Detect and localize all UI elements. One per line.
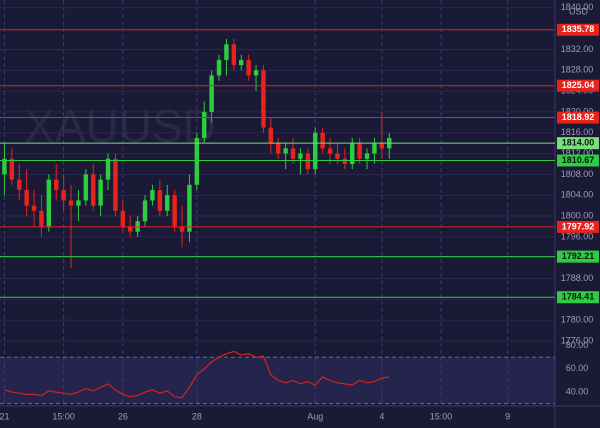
rsi-tick-label: 60.00 (566, 363, 589, 373)
y-tick-label: 1820.00 (561, 106, 594, 116)
level-label-box (557, 23, 599, 36)
candle-body (17, 179, 22, 191)
x-tick-label: 28 (192, 411, 202, 421)
candle-body (61, 190, 66, 201)
candle-body (261, 70, 266, 128)
candle-body (9, 158, 15, 180)
level-label-box (557, 154, 599, 167)
candle-body (187, 184, 192, 232)
candle-body (372, 143, 377, 154)
rsi-tick-label: 40.00 (566, 386, 589, 396)
level-label: 1818.92 (562, 112, 595, 122)
level-label: 1835.78 (562, 24, 595, 34)
level-label-box (557, 79, 599, 92)
candle-body (224, 44, 229, 60)
x-tick-label: 9 (505, 411, 510, 421)
candle-body (31, 205, 37, 211)
level-label: 1797.92 (562, 221, 595, 231)
candle-body (209, 75, 214, 112)
candle-body (253, 70, 259, 76)
y-tick-label: 1832.00 (561, 44, 594, 54)
level-label: 1784.41 (562, 292, 595, 302)
x-tick-label: 21 (0, 411, 9, 421)
candle-body (24, 190, 29, 206)
candle-body (268, 127, 274, 144)
currency-label: USD (569, 6, 589, 16)
candle-body (105, 158, 111, 180)
rsi-line (4, 350, 390, 399)
level-label-box (557, 220, 599, 233)
watermark: XAUUSD (24, 100, 216, 152)
candle-body (276, 143, 281, 154)
candle-body (113, 158, 118, 211)
candle-body (327, 148, 333, 154)
candle-body (98, 179, 103, 206)
y-tick-label: 1840.00 (561, 2, 594, 12)
candle-body (2, 158, 7, 175)
x-tick-label: 26 (118, 411, 128, 421)
level-label: 1810.67 (562, 155, 595, 165)
level-label-box (557, 111, 599, 124)
candle-body (298, 153, 303, 159)
level-label-box (557, 291, 599, 304)
x-tick-label: Aug (307, 411, 323, 421)
y-tick-label: 1804.00 (561, 190, 594, 200)
candle-body (157, 190, 163, 211)
candle-body (290, 148, 296, 159)
candle-body (364, 153, 370, 159)
candle-body (357, 143, 362, 159)
candle-body (142, 200, 148, 222)
candle-body (179, 226, 185, 232)
y-tick-label: 1780.00 (561, 315, 594, 325)
candle-body (283, 148, 288, 154)
rsi-tick-label: 80.00 (566, 340, 589, 350)
candle-body (83, 174, 89, 201)
level-label: 1814.00 (562, 138, 595, 148)
x-tick-label: 15:00 (430, 411, 453, 421)
candle-body (246, 59, 251, 76)
y-tick-label: 1812.00 (561, 148, 594, 158)
y-tick-label: 1776.00 (561, 335, 594, 345)
candle-body (216, 59, 222, 76)
candle-body (231, 44, 237, 66)
candle-body (54, 179, 59, 191)
level-label: 1792.21 (562, 251, 595, 261)
level-label-box (557, 137, 599, 150)
candle-body (91, 174, 96, 206)
candle-body (239, 59, 244, 66)
candle-body (172, 195, 177, 227)
x-tick-label: 15:00 (52, 411, 75, 421)
candle-body (379, 143, 385, 149)
candle-body (46, 179, 52, 227)
candle-body (335, 153, 340, 159)
candle-body (68, 200, 74, 206)
candle-body (320, 132, 325, 149)
candle-body (128, 226, 133, 232)
y-tick-label: 1788.00 (561, 273, 594, 283)
candle-body (39, 210, 44, 227)
candle-body (305, 153, 311, 170)
candle-body (313, 132, 318, 170)
y-tick-label: 1828.00 (561, 65, 594, 75)
x-tick-label: 4 (379, 411, 384, 421)
y-tick-label: 1800.00 (561, 210, 594, 220)
level-label-box (557, 250, 599, 263)
candle-body (194, 137, 200, 185)
y-tick-label: 1808.00 (561, 169, 594, 179)
y-tick-label: 1816.00 (561, 127, 594, 137)
y-tick-label: 1796.00 (561, 231, 594, 241)
candle-body (342, 158, 348, 164)
candle-body (350, 143, 355, 164)
candle-body (120, 210, 126, 227)
candle-body (150, 190, 155, 201)
level-label: 1825.04 (562, 80, 595, 90)
candle-body (76, 200, 81, 206)
candle-body (165, 195, 170, 211)
candle-body (202, 111, 207, 138)
